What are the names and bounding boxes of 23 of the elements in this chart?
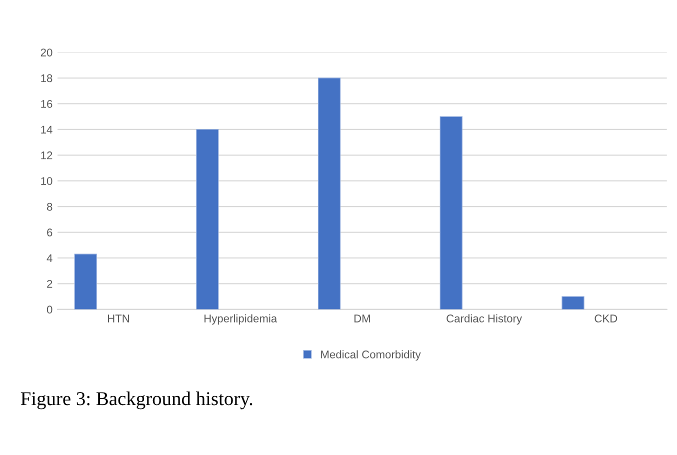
legend-label: Medical Comorbidity (321, 350, 421, 361)
y-tick-label: 16 (41, 100, 52, 108)
bar (562, 296, 584, 310)
x-tick-label: Hyperlipidemia (204, 314, 278, 325)
bar (318, 78, 341, 310)
y-tick-label: 12 (41, 151, 52, 160)
caption: Figure 3: Background history. (20, 392, 252, 410)
y-tick-label: 2 (47, 280, 52, 288)
y-tick-label: 20 (40, 48, 52, 56)
y-tick-label: 4 (46, 254, 52, 262)
bar (74, 254, 97, 310)
bar (196, 129, 219, 310)
y-tick-label: 0 (46, 306, 52, 314)
y-tick-label: 14 (41, 126, 52, 134)
y-tick-label: 18 (41, 74, 52, 82)
bar (440, 116, 462, 310)
x-tick-label: CKD (594, 314, 618, 322)
y-tick-label: 10 (41, 177, 52, 185)
y-tick-label: 8 (46, 202, 52, 211)
x-tick-label: DM (354, 314, 370, 322)
y-tick-label: 6 (47, 228, 52, 236)
x-tick-label: HTN (108, 314, 129, 322)
x-tick-label: Cardiac History (446, 314, 522, 325)
